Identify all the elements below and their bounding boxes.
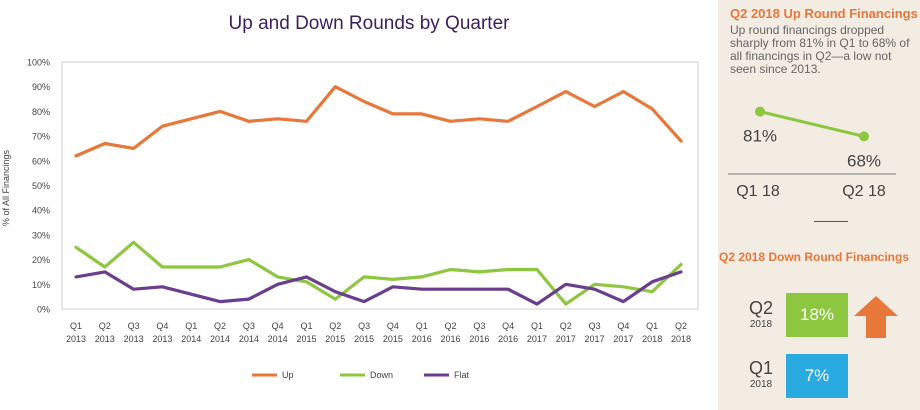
- down-q2-quarter: Q2: [748, 298, 773, 318]
- x-tick-quarter: Q4: [502, 321, 514, 331]
- x-tick-year: 2015: [354, 334, 374, 344]
- x-tick-quarter: Q2: [214, 321, 226, 331]
- y-tick-label: 0%: [37, 305, 50, 315]
- up-round-title: Q2 2018 Up Round Financings: [730, 6, 918, 21]
- x-tick-quarter: Q1: [185, 321, 197, 331]
- x-tick-year: 2013: [152, 334, 172, 344]
- series-line-down: [74, 240, 683, 306]
- down-q2-year: 2018: [749, 319, 773, 330]
- x-tick-quarter: Q1: [531, 321, 543, 331]
- x-tick-year: 2013: [124, 334, 144, 344]
- y-axis-label: % of All Financings: [1, 149, 11, 226]
- x-tick-year: 2013: [66, 334, 86, 344]
- x-tick-year: 2015: [325, 334, 345, 344]
- down-q2-value-box: 18%: [786, 293, 848, 337]
- x-tick-quarter: Q1: [646, 321, 658, 331]
- mini-value-label: 68%: [847, 151, 881, 170]
- sidebar-panel: Q2 2018 Up Round Financings Up round fin…: [718, 0, 920, 410]
- x-tick-year: 2016: [412, 334, 432, 344]
- y-tick-label: 90%: [32, 82, 50, 92]
- legend-label-down: Down: [370, 370, 393, 380]
- x-tick-quarter: Q1: [416, 321, 428, 331]
- down-q1-quarter: Q1: [748, 358, 773, 378]
- x-tick-year: 2016: [498, 334, 518, 344]
- x-tick-year: 2017: [527, 334, 547, 344]
- down-q1-value-box: 7%: [786, 354, 848, 398]
- y-tick-label: 10%: [32, 280, 50, 290]
- y-tick-label: 60%: [32, 156, 50, 166]
- x-tick-year: 2017: [556, 334, 576, 344]
- y-tick-label: 30%: [32, 230, 50, 240]
- y-axis-ticks: 0% 10% 20% 30% 40% 50% 60% 70% 80% 90% 100%: [27, 58, 50, 315]
- x-tick-year: 2016: [469, 334, 489, 344]
- y-tick-label: 20%: [32, 255, 50, 265]
- x-tick-quarter: Q2: [560, 321, 572, 331]
- legend-label-flat: Flat: [454, 370, 470, 380]
- x-tick-quarter: Q3: [589, 321, 601, 331]
- x-tick-quarter: Q2: [675, 321, 687, 331]
- x-tick-quarter: Q2: [99, 321, 111, 331]
- x-tick-year: 2015: [383, 334, 403, 344]
- x-tick-quarter: Q2: [329, 321, 341, 331]
- y-tick-label: 100%: [27, 58, 50, 68]
- sidebar-divider: [814, 221, 848, 222]
- main-line-chart: Up and Down Rounds by Quarter % of All F…: [1, 13, 699, 380]
- mini-axis-label: Q2 18: [842, 183, 886, 200]
- mini-axis-label: Q1 18: [736, 183, 780, 200]
- down-q2-label: Q2 2018: [738, 298, 784, 330]
- chart-title: Up and Down Rounds by Quarter: [229, 13, 511, 34]
- mini-point: [859, 131, 869, 142]
- x-tick-quarter: Q2: [445, 321, 457, 331]
- y-tick-label: 40%: [32, 206, 50, 216]
- x-tick-year: 2018: [671, 334, 691, 344]
- up-round-mini-chart: 81% 68% Q1 18 Q2 18: [728, 106, 896, 200]
- mini-point: [755, 106, 765, 117]
- down-q1-year: 2018: [749, 379, 773, 390]
- legend-label-up: Up: [282, 370, 294, 380]
- down-q1-label: Q1 2018: [738, 358, 784, 390]
- series-line-flat: [74, 270, 683, 306]
- x-tick-year: 2014: [268, 334, 288, 344]
- down-round-title: Q2 2018 Down Round Financings: [718, 250, 910, 264]
- x-tick-quarter: Q1: [70, 321, 82, 331]
- x-tick-quarter: Q1: [300, 321, 312, 331]
- x-tick-quarter: Q3: [358, 321, 370, 331]
- x-tick-quarter: Q3: [128, 321, 140, 331]
- series-lines: [74, 85, 683, 306]
- legend: Up Down Flat: [252, 370, 470, 380]
- x-tick-year: 2018: [642, 334, 662, 344]
- x-tick-year: 2017: [613, 334, 633, 344]
- x-tick-year: 2014: [239, 334, 259, 344]
- y-tick-label: 70%: [32, 132, 50, 142]
- up-round-description: Up round financings dropped sharply from…: [730, 23, 910, 76]
- x-tick-quarter: Q4: [617, 321, 629, 331]
- mini-value-label: 81%: [743, 127, 777, 146]
- x-tick-year: 2013: [95, 334, 115, 344]
- x-tick-quarter: Q4: [156, 321, 168, 331]
- x-tick-year: 2015: [296, 334, 316, 344]
- x-tick-quarter: Q3: [473, 321, 485, 331]
- x-tick-quarter: Q3: [243, 321, 255, 331]
- x-tick-year: 2017: [585, 334, 605, 344]
- x-tick-year: 2016: [441, 334, 461, 344]
- mini-trend-line: [759, 110, 865, 138]
- plot-area-frame: [61, 61, 699, 310]
- x-tick-quarter: Q4: [387, 321, 399, 331]
- series-line-up: [74, 85, 683, 158]
- y-tick-label: 50%: [32, 181, 50, 191]
- x-tick-year: 2014: [181, 334, 201, 344]
- up-arrow-icon: [854, 296, 898, 338]
- x-tick-quarter: Q4: [272, 321, 284, 331]
- y-tick-label: 80%: [32, 107, 50, 117]
- x-axis-ticks: Q1 2013 Q2 2013 Q3 2013 Q4 2013 Q1 2014 Q2 2014 Q3 20…: [66, 321, 691, 344]
- x-tick-year: 2014: [210, 334, 230, 344]
